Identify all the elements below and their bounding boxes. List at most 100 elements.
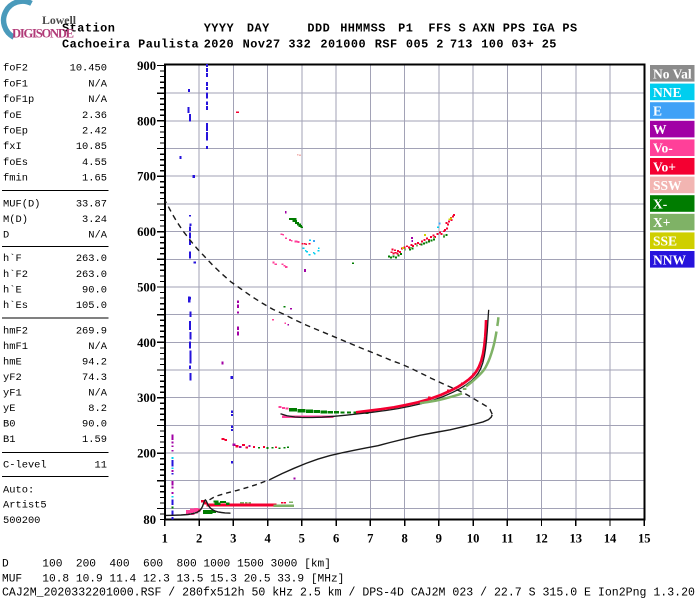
svg-text:332: 332 bbox=[288, 38, 311, 52]
svg-text:500: 500 bbox=[137, 280, 156, 294]
svg-text:94.2: 94.2 bbox=[82, 356, 107, 368]
svg-text:900: 900 bbox=[137, 59, 156, 73]
svg-text:11: 11 bbox=[501, 532, 513, 546]
svg-text:14: 14 bbox=[604, 532, 617, 546]
svg-text:10.85: 10.85 bbox=[76, 141, 107, 153]
svg-text:DIGISONDE: DIGISONDE bbox=[12, 27, 74, 41]
svg-text:SSE: SSE bbox=[653, 234, 677, 249]
svg-text:foEs: foEs bbox=[3, 157, 28, 169]
svg-text:800: 800 bbox=[137, 114, 156, 128]
svg-text:P1: P1 bbox=[398, 22, 413, 36]
svg-text:33.87: 33.87 bbox=[76, 199, 107, 211]
svg-text:15: 15 bbox=[638, 532, 651, 546]
svg-text:h`F2: h`F2 bbox=[3, 268, 28, 281]
svg-text:X-: X- bbox=[653, 197, 667, 212]
svg-text:13: 13 bbox=[570, 532, 583, 546]
svg-text:Cachoeira Paulista: Cachoeira Paulista bbox=[62, 38, 199, 52]
svg-text:D: D bbox=[3, 229, 9, 241]
svg-text:90.0: 90.0 bbox=[82, 285, 107, 297]
svg-text:E: E bbox=[653, 104, 662, 119]
svg-text:IGA: IGA bbox=[532, 22, 555, 36]
svg-text:FFS: FFS bbox=[428, 22, 451, 36]
svg-text:Auto:: Auto: bbox=[3, 484, 34, 496]
svg-text:03+: 03+ bbox=[511, 38, 534, 52]
svg-text:7: 7 bbox=[367, 532, 373, 546]
svg-text:Vo-: Vo- bbox=[653, 141, 673, 156]
svg-text:SSW: SSW bbox=[653, 178, 682, 193]
svg-text:M(D): M(D) bbox=[3, 214, 28, 226]
svg-text:11: 11 bbox=[95, 460, 107, 472]
svg-text:C-level: C-level bbox=[3, 460, 47, 472]
svg-text:foF1: foF1 bbox=[3, 78, 28, 90]
svg-text:Lowell: Lowell bbox=[42, 13, 77, 27]
svg-text:MUF(D): MUF(D) bbox=[3, 199, 40, 211]
svg-text:Vo+: Vo+ bbox=[653, 159, 676, 174]
svg-text:400: 400 bbox=[137, 336, 156, 350]
svg-text:263.0: 263.0 bbox=[76, 269, 107, 281]
svg-text:3: 3 bbox=[230, 532, 236, 546]
svg-text:N/A: N/A bbox=[88, 341, 107, 353]
svg-text:B0: B0 bbox=[3, 419, 15, 431]
svg-text:1.59: 1.59 bbox=[82, 434, 107, 446]
svg-text:h`Es: h`Es bbox=[3, 299, 28, 312]
svg-text:hmF1: hmF1 bbox=[3, 341, 28, 353]
svg-text:X+: X+ bbox=[653, 215, 670, 230]
svg-text:80: 80 bbox=[143, 513, 156, 527]
svg-text:700: 700 bbox=[137, 170, 156, 184]
svg-text:105.0: 105.0 bbox=[76, 300, 107, 312]
svg-text:4: 4 bbox=[264, 532, 271, 546]
svg-text:10.450: 10.450 bbox=[70, 63, 107, 75]
svg-text:300: 300 bbox=[137, 391, 156, 405]
svg-text:NNE: NNE bbox=[653, 85, 682, 100]
svg-text:AXN: AXN bbox=[473, 22, 496, 36]
svg-text:90.0: 90.0 bbox=[82, 419, 107, 431]
svg-text:200: 200 bbox=[137, 447, 156, 461]
svg-text:005: 005 bbox=[406, 38, 429, 52]
svg-text:N/A: N/A bbox=[88, 78, 107, 90]
svg-text:CAJ2M_2020332201000.RSF / 280f: CAJ2M_2020332201000.RSF / 280fx512h 50 k… bbox=[2, 587, 695, 600]
svg-text:fmin: fmin bbox=[3, 173, 28, 185]
svg-text:5: 5 bbox=[299, 532, 305, 546]
svg-text:PPS: PPS bbox=[503, 22, 526, 36]
svg-text:h`F: h`F bbox=[3, 252, 22, 265]
svg-text:713: 713 bbox=[450, 38, 473, 52]
svg-text:N/A: N/A bbox=[88, 94, 107, 106]
svg-text:74.3: 74.3 bbox=[82, 372, 107, 384]
svg-text:S: S bbox=[459, 22, 467, 36]
svg-text:RSF: RSF bbox=[375, 38, 398, 52]
svg-text:100: 100 bbox=[481, 38, 504, 52]
svg-text:PS: PS bbox=[562, 22, 577, 36]
svg-text:No Val: No Val bbox=[653, 66, 692, 81]
svg-text:2: 2 bbox=[436, 38, 444, 52]
svg-text:600: 600 bbox=[137, 225, 156, 239]
svg-text:hmF2: hmF2 bbox=[3, 325, 28, 337]
svg-text:foF1p: foF1p bbox=[3, 94, 34, 106]
svg-text:yF1: yF1 bbox=[3, 387, 22, 399]
svg-text:2: 2 bbox=[196, 532, 202, 546]
svg-text:4.55: 4.55 bbox=[82, 157, 107, 169]
svg-text:h`E: h`E bbox=[3, 284, 22, 297]
svg-text:fxI: fxI bbox=[3, 141, 22, 153]
svg-text:10: 10 bbox=[467, 532, 480, 546]
svg-text:500200: 500200 bbox=[3, 515, 40, 527]
svg-text:12: 12 bbox=[535, 532, 548, 546]
svg-text:2020: 2020 bbox=[204, 38, 234, 52]
svg-text:foE: foE bbox=[3, 110, 22, 122]
svg-text:N/A: N/A bbox=[88, 229, 107, 241]
svg-text:yF2: yF2 bbox=[3, 372, 22, 384]
svg-text:B1: B1 bbox=[3, 434, 15, 446]
svg-text:2.42: 2.42 bbox=[82, 126, 107, 138]
svg-text:269.9: 269.9 bbox=[76, 325, 107, 337]
svg-text:DAY: DAY bbox=[247, 22, 270, 36]
svg-text:W: W bbox=[653, 122, 667, 137]
svg-text:hmE: hmE bbox=[3, 356, 22, 368]
svg-text:Nov27: Nov27 bbox=[243, 38, 281, 52]
svg-text:N/A: N/A bbox=[88, 387, 107, 399]
svg-text:foF2: foF2 bbox=[3, 63, 28, 75]
svg-text:HHMMSS: HHMMSS bbox=[340, 22, 386, 36]
svg-text:8.2: 8.2 bbox=[88, 403, 107, 415]
svg-text:1.65: 1.65 bbox=[82, 173, 107, 185]
svg-text:D 100 200 400 600 800: D 100 200 400 600 800 1000 1500 3000 [km… bbox=[2, 559, 331, 571]
svg-text:Station: Station bbox=[62, 22, 115, 36]
svg-text:foEp: foEp bbox=[3, 126, 28, 138]
